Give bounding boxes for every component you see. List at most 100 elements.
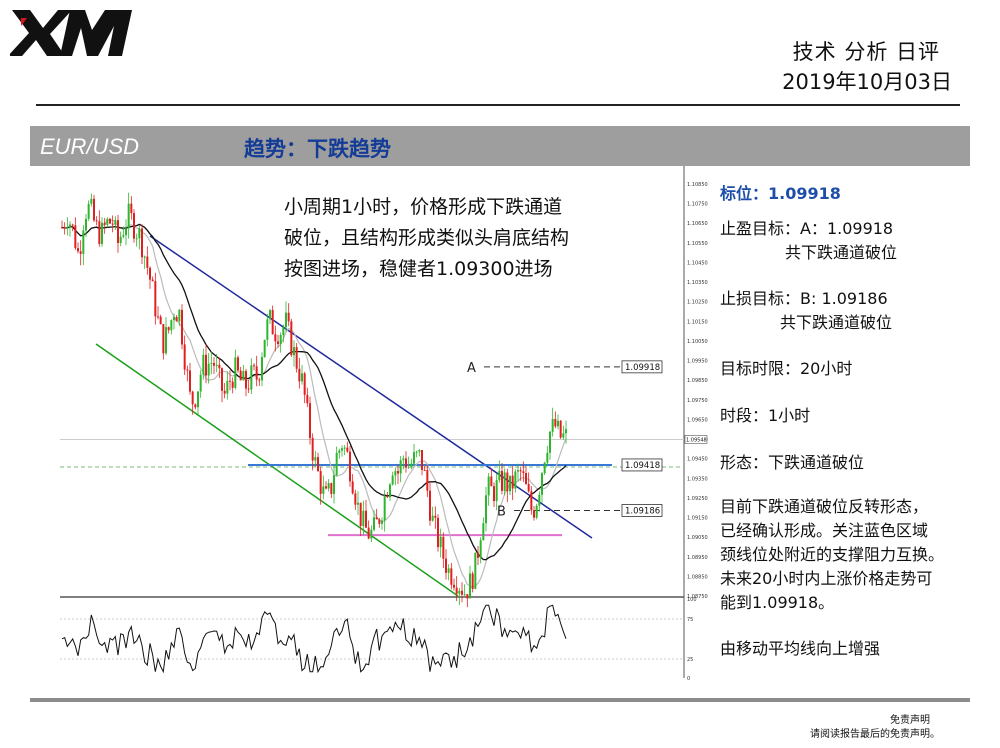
candle-body [455, 587, 458, 594]
candle-body [117, 220, 119, 243]
candle-body [551, 418, 554, 432]
candle-body [61, 227, 63, 229]
price-tick-label: 1.09650 [687, 417, 708, 423]
price-tick-label: 1.10750 [687, 202, 708, 208]
candle-body [122, 235, 125, 237]
candle-body [103, 222, 106, 225]
candle-body [223, 390, 226, 394]
candle-body [90, 198, 93, 204]
candles [61, 192, 567, 608]
candle-body [530, 491, 533, 511]
candle-body [557, 420, 559, 427]
candle-body [63, 227, 66, 229]
candle-body [210, 363, 213, 365]
candle-body [197, 391, 199, 408]
candle-body [429, 490, 431, 521]
candle-body [509, 475, 511, 492]
candle-body [290, 321, 293, 356]
price-tick-label: 1.10650 [687, 221, 708, 227]
candle-body [413, 452, 415, 464]
price-tick-label: 1.09950 [687, 359, 708, 365]
price-tick-label: 1.10150 [687, 319, 708, 325]
candle-body [402, 458, 405, 461]
candle-body [450, 568, 453, 585]
candle-body [309, 403, 311, 438]
candle-body [511, 475, 514, 489]
level-b-marker: B [497, 504, 506, 519]
price-tick-label: 1.10550 [687, 241, 708, 247]
candle-body [162, 324, 165, 354]
annotation-line-3: 按图进场，稳健者1.09300进场 [284, 258, 553, 280]
candle-body [146, 256, 149, 268]
header-date: 2019年10月03日 [782, 70, 952, 94]
candle-body [541, 473, 543, 495]
annotation-line-2: 破位，且结构形成类似头肩底结构 [284, 227, 570, 249]
footer-divider [30, 698, 970, 702]
candle-body [69, 224, 71, 228]
candle-body [151, 279, 154, 282]
candle-body [71, 224, 74, 226]
osc-tick-label: 25 [687, 657, 693, 663]
candle-body [119, 236, 122, 243]
price-tick-label: 1.08750 [687, 594, 708, 600]
candle-body [237, 357, 239, 371]
candle-body [351, 481, 354, 494]
price-tick-label: 1.08950 [687, 555, 708, 561]
candle-body [229, 380, 231, 382]
candle-body [479, 540, 482, 558]
candle-body [149, 267, 151, 280]
header-title: 技术 分析 日评 [792, 40, 940, 64]
candle-body [141, 228, 143, 258]
candle-body [447, 568, 450, 573]
candle-body [143, 256, 146, 258]
candle-body [330, 483, 333, 494]
candle-body [349, 451, 351, 482]
target-line: 标位：1.09918 [720, 182, 841, 206]
price-tick-label: 1.09750 [687, 398, 708, 404]
stop-loss: 止损目标：B: 1.09186 [720, 289, 888, 308]
target-label: 标位： [720, 184, 769, 203]
candle-body [333, 475, 335, 494]
osc-tick-label: 75 [687, 617, 693, 623]
candle-body [338, 450, 341, 453]
oscillator-panel: 100 75 25 0 [60, 597, 697, 682]
price-chart: 1.10850 1.10750 1.10650 1.10550 1.10450 1.103… [60, 166, 708, 682]
candle-body [199, 374, 202, 392]
candle-body [490, 476, 493, 487]
candle-body [461, 590, 463, 595]
candle-body [205, 354, 207, 376]
oscillator-line [61, 604, 567, 674]
candle-body [525, 473, 527, 485]
candle-body [287, 312, 290, 322]
level-price-box [621, 360, 663, 374]
candle-body [114, 220, 117, 225]
price-tick-label: 1.10350 [687, 280, 708, 286]
candle-body [250, 365, 253, 390]
time-period: 时段：1小时 [720, 406, 811, 425]
candle-body [434, 515, 437, 518]
candle-body [95, 220, 98, 222]
disclaimer-text: 请阅读报告最后的免责声明。 [810, 729, 940, 740]
candle-body [189, 370, 191, 392]
candle-body [397, 471, 399, 474]
price-tick-label: 1.09250 [687, 496, 708, 502]
ma-note: 由移动平均线向上增强 [720, 639, 881, 658]
candle-body [157, 316, 159, 318]
candle-body [226, 380, 229, 394]
current-price-box [684, 435, 708, 444]
candle-body [175, 316, 178, 322]
analysis-line: 能到1.09918。 [720, 593, 835, 612]
candle-body [357, 502, 359, 505]
candle-body [354, 493, 357, 505]
candle-body [183, 344, 186, 370]
candle-body [87, 203, 90, 219]
candle-body [261, 357, 263, 381]
candle-body [365, 510, 367, 528]
candle-body [213, 363, 215, 366]
level-labels: A B 1.09918 1.09418 1.09186 1.09548 [467, 360, 708, 519]
candle-body [215, 364, 218, 366]
candle-body [109, 218, 111, 224]
price-tick-label: 1.09450 [687, 457, 708, 463]
candle-body [127, 203, 130, 229]
candle-body [442, 536, 445, 559]
